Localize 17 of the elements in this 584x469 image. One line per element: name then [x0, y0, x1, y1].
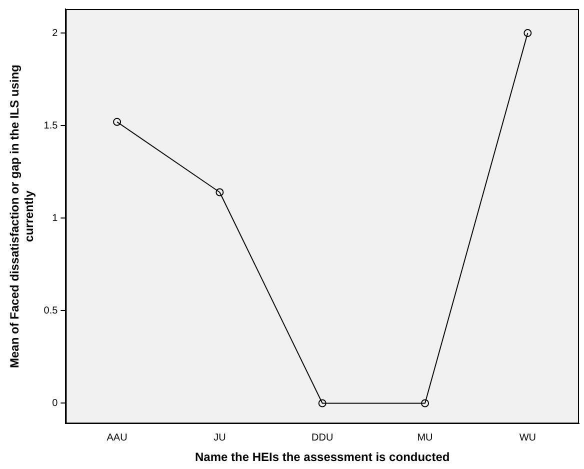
- x-tick-label: MU: [417, 432, 433, 444]
- x-tick-label: WU: [519, 432, 536, 444]
- y-tick-label: 0: [52, 398, 58, 409]
- y-tick-label: 2: [52, 28, 58, 39]
- x-tick-label: JU: [214, 432, 226, 444]
- y-tick-label: 0.5: [44, 305, 58, 316]
- x-axis-title: Name the HEIs the assessment is conducted: [194, 450, 450, 464]
- point: [318, 399, 326, 408]
- y-tick-label: 1.5: [44, 120, 58, 132]
- point: [216, 188, 224, 196]
- y-tick-label: 1: [52, 212, 58, 224]
- point: [113, 118, 122, 126]
- x-tick-label: DDU: [312, 432, 334, 444]
- x-tick-label: AAU: [106, 432, 128, 444]
- y-axis-title: Mean of Faced dissatisfaction or gap in the ILS using currently: [8, 64, 36, 368]
- point: [421, 399, 430, 408]
- point: [524, 29, 532, 38]
